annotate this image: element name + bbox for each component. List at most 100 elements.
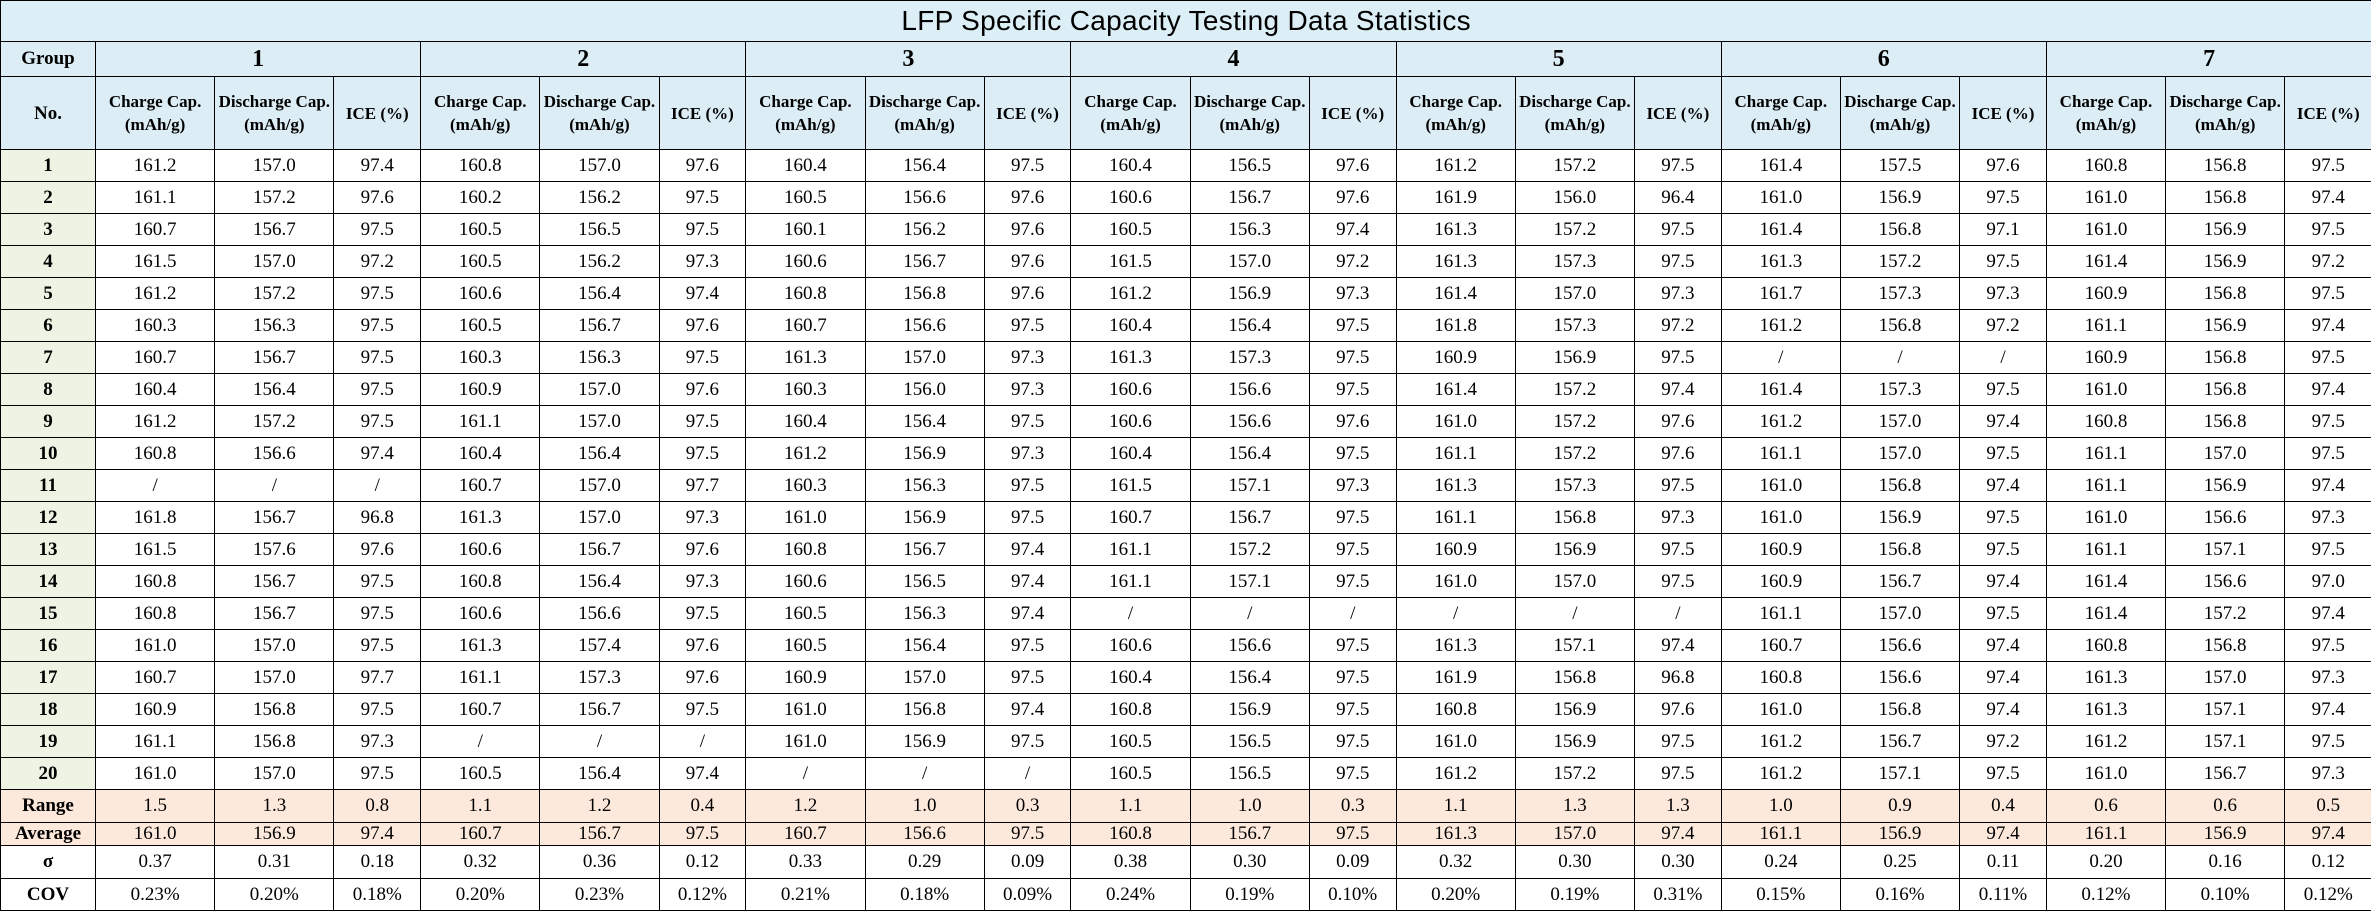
stat-cell: 1.1: [1071, 790, 1190, 823]
data-cell: 97.5: [1960, 502, 2047, 534]
data-cell: 161.4: [2046, 246, 2165, 278]
data-cell: 160.6: [1071, 182, 1190, 214]
stat-cell: 0.30: [1635, 846, 1722, 879]
data-cell: /: [421, 726, 540, 758]
data-cell: 161.4: [2046, 598, 2165, 630]
data-cell: 160.3: [96, 310, 215, 342]
no-label: No.: [1, 77, 96, 150]
data-cell: 156.4: [1190, 438, 1309, 470]
data-cell: 156.9: [1515, 534, 1634, 566]
data-cell: 97.6: [659, 310, 746, 342]
data-cell: 157.0: [540, 374, 659, 406]
data-cell: 160.5: [421, 246, 540, 278]
data-cell: 97.4: [1960, 630, 2047, 662]
data-cell: 97.4: [1635, 630, 1722, 662]
stat-cell: 97.5: [984, 823, 1071, 846]
stat-cell: 160.7: [421, 823, 540, 846]
data-cell: 97.5: [2285, 150, 2371, 182]
data-cell: 97.4: [984, 566, 1071, 598]
row-number: 2: [1, 182, 96, 214]
ice-header: ICE (%): [1960, 77, 2047, 150]
group-header-6: 6: [1721, 42, 2046, 77]
row-number: 10: [1, 438, 96, 470]
data-cell: 161.0: [1396, 406, 1515, 438]
row-number: 7: [1, 342, 96, 374]
stat-cell: 156.6: [865, 823, 984, 846]
data-cell: 97.5: [1309, 438, 1396, 470]
data-cell: 97.4: [2285, 310, 2371, 342]
data-cell: 161.3: [421, 502, 540, 534]
stat-cell: 161.3: [1396, 823, 1515, 846]
row-number: 16: [1, 630, 96, 662]
data-cell: 157.0: [1840, 406, 1959, 438]
data-cell: 156.9: [865, 438, 984, 470]
data-cell: 97.5: [984, 662, 1071, 694]
stat-cell: 0.20%: [215, 879, 334, 911]
data-cell: 157.3: [1840, 374, 1959, 406]
discharge-cap-header: Discharge Cap. (mAh/g): [1840, 77, 1959, 150]
data-cell: 161.1: [1721, 438, 1840, 470]
data-cell: 157.0: [540, 502, 659, 534]
data-cell: 157.0: [215, 662, 334, 694]
data-cell: 97.5: [334, 566, 421, 598]
data-cell: 161.3: [746, 342, 865, 374]
data-cell: 157.0: [215, 630, 334, 662]
data-cell: 97.5: [1309, 694, 1396, 726]
data-cell: 97.4: [984, 598, 1071, 630]
data-cell: 97.6: [984, 278, 1071, 310]
stat-label: COV: [1, 879, 96, 911]
data-cell: /: [1840, 342, 1959, 374]
data-cell: 161.3: [1721, 246, 1840, 278]
data-cell: 97.5: [1960, 182, 2047, 214]
data-cell: 97.5: [2285, 278, 2371, 310]
data-cell: 160.5: [421, 758, 540, 790]
stat-cell: 1.5: [96, 790, 215, 823]
data-cell: 161.1: [421, 662, 540, 694]
stat-cell: 0.09%: [984, 879, 1071, 911]
data-cell: 97.5: [1309, 662, 1396, 694]
data-cell: 97.7: [659, 470, 746, 502]
data-cell: 156.9: [865, 502, 984, 534]
data-cell: 97.5: [659, 438, 746, 470]
data-cell: 160.7: [1071, 502, 1190, 534]
stat-cell: 1.3: [1635, 790, 1722, 823]
data-cell: 97.5: [1635, 150, 1722, 182]
stat-cell: 0.3: [984, 790, 1071, 823]
data-cell: 160.9: [96, 694, 215, 726]
stat-cell: 0.32: [1396, 846, 1515, 879]
stat-cell: 0.12: [659, 846, 746, 879]
stat-cell: 0.8: [334, 790, 421, 823]
data-cell: 156.7: [1190, 502, 1309, 534]
data-cell: 156.7: [215, 214, 334, 246]
data-cell: 161.2: [1396, 758, 1515, 790]
data-cell: 161.3: [1396, 470, 1515, 502]
stat-cell: 0.32: [421, 846, 540, 879]
stat-cell: 0.11%: [1960, 879, 2047, 911]
data-cell: 157.0: [540, 150, 659, 182]
stat-cell: 0.11: [1960, 846, 2047, 879]
data-cell: 156.5: [1190, 758, 1309, 790]
data-cell: 157.1: [1840, 758, 1959, 790]
data-cell: 161.3: [2046, 694, 2165, 726]
data-cell: 157.3: [540, 662, 659, 694]
data-cell: /: [540, 726, 659, 758]
data-cell: 161.0: [2046, 758, 2165, 790]
stat-cell: 156.7: [1190, 823, 1309, 846]
data-cell: 157.0: [540, 470, 659, 502]
data-cell: 161.0: [2046, 374, 2165, 406]
data-cell: 156.2: [540, 246, 659, 278]
data-cell: 156.5: [1190, 726, 1309, 758]
data-cell: 97.5: [984, 726, 1071, 758]
stat-cell: 0.23%: [96, 879, 215, 911]
data-cell: /: [746, 758, 865, 790]
stat-cell: 0.19%: [1515, 879, 1634, 911]
data-cell: 160.3: [746, 470, 865, 502]
stat-cell: 0.31: [215, 846, 334, 879]
data-cell: 97.6: [1309, 150, 1396, 182]
data-cell: 160.1: [746, 214, 865, 246]
